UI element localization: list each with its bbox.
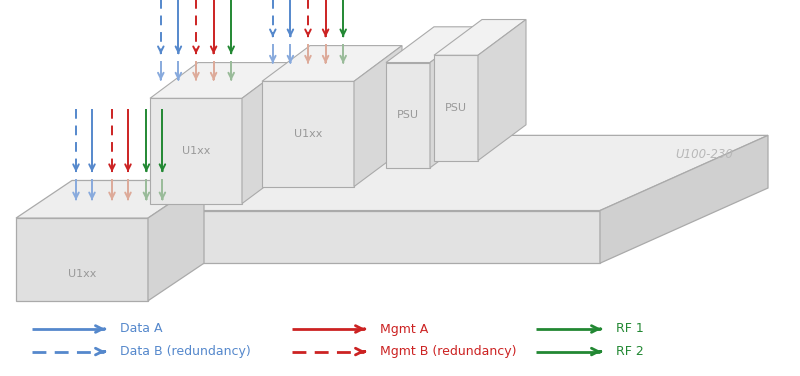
Polygon shape — [262, 45, 402, 81]
Polygon shape — [16, 180, 204, 218]
Polygon shape — [104, 135, 768, 211]
Text: U1xx: U1xx — [294, 129, 322, 139]
Polygon shape — [16, 218, 148, 301]
Polygon shape — [150, 98, 242, 203]
Text: Mgmt B (redundancy): Mgmt B (redundancy) — [380, 345, 517, 358]
Text: PSU: PSU — [445, 103, 467, 113]
Text: U1xx: U1xx — [68, 270, 96, 279]
Polygon shape — [262, 81, 354, 186]
Polygon shape — [150, 62, 290, 98]
Text: Mgmt A: Mgmt A — [380, 323, 428, 335]
Polygon shape — [148, 180, 204, 301]
Text: Data B (redundancy): Data B (redundancy) — [120, 345, 250, 358]
Polygon shape — [600, 135, 768, 263]
Polygon shape — [430, 27, 478, 168]
Text: PSU: PSU — [397, 110, 419, 120]
Polygon shape — [354, 45, 402, 186]
Text: RF 2: RF 2 — [616, 345, 644, 358]
Polygon shape — [434, 55, 478, 161]
Text: U100-230: U100-230 — [675, 148, 733, 161]
Polygon shape — [386, 62, 430, 168]
Polygon shape — [386, 27, 478, 62]
Polygon shape — [104, 211, 600, 263]
Polygon shape — [434, 20, 526, 55]
Polygon shape — [478, 20, 526, 161]
Polygon shape — [242, 62, 290, 203]
Text: Data A: Data A — [120, 323, 162, 335]
Text: RF 1: RF 1 — [616, 323, 644, 335]
Text: U1xx: U1xx — [182, 146, 210, 156]
